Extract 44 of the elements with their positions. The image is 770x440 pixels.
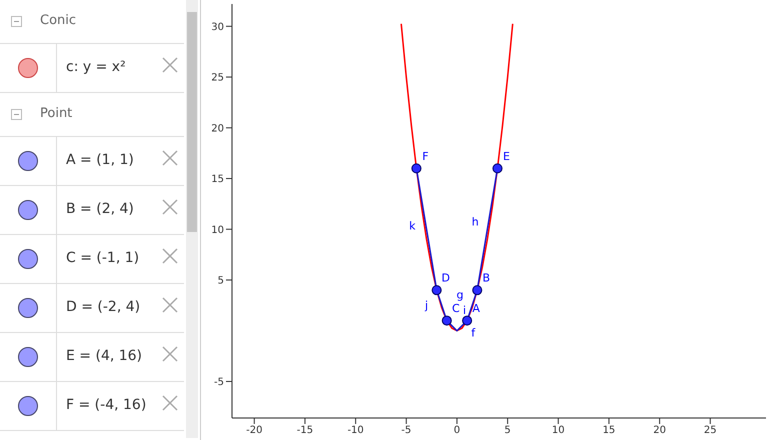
x-tick-label: 15 bbox=[602, 425, 616, 436]
y-tick-label: 15 bbox=[211, 174, 224, 186]
x-tick-label: -15 bbox=[296, 425, 314, 436]
annotation: E bbox=[503, 150, 510, 163]
annotation: B bbox=[482, 272, 490, 285]
annotation: j bbox=[424, 298, 428, 312]
point bbox=[432, 285, 442, 296]
point bbox=[472, 285, 482, 296]
annotation: A bbox=[472, 302, 480, 316]
y-tick-label: 20 bbox=[211, 123, 224, 134]
x-tick-label: 0 bbox=[454, 425, 460, 436]
text: C = (-1, 1) bbox=[66, 250, 140, 266]
text: Conic bbox=[40, 13, 76, 28]
x-tick-label: 20 bbox=[653, 425, 666, 436]
annotation: F bbox=[422, 150, 429, 163]
annotation: i bbox=[463, 304, 466, 317]
annotation: f bbox=[471, 326, 476, 340]
text: D = (-2, 4) bbox=[66, 299, 140, 315]
text: c: y = x² bbox=[66, 59, 126, 75]
point bbox=[492, 163, 502, 174]
text: Point bbox=[40, 106, 72, 121]
y-tick-label: 25 bbox=[211, 72, 224, 84]
text: F = (-4, 16) bbox=[66, 397, 146, 413]
text: B = (2, 4) bbox=[66, 201, 134, 217]
point bbox=[442, 316, 452, 326]
y-tick-label: 30 bbox=[211, 22, 224, 33]
x-tick-label: -5 bbox=[401, 425, 412, 436]
annotation: D bbox=[441, 272, 450, 285]
x-tick-label: 10 bbox=[552, 425, 565, 436]
y-tick-label: -5 bbox=[214, 377, 224, 388]
annotation: h bbox=[472, 216, 479, 229]
y-tick-label: 5 bbox=[218, 276, 224, 287]
x-tick-label: -20 bbox=[246, 425, 262, 436]
point bbox=[411, 163, 422, 174]
annotation: C bbox=[452, 302, 460, 316]
x-tick-label: -10 bbox=[347, 425, 364, 436]
annotation: g bbox=[456, 288, 464, 302]
annotation: k bbox=[409, 220, 416, 233]
text: A = (1, 1) bbox=[66, 152, 134, 168]
y-tick-label: 10 bbox=[211, 224, 224, 236]
text: E = (4, 16) bbox=[66, 348, 142, 364]
point bbox=[462, 316, 472, 326]
x-tick-label: 5 bbox=[504, 425, 511, 436]
x-tick-label: 25 bbox=[704, 425, 717, 436]
